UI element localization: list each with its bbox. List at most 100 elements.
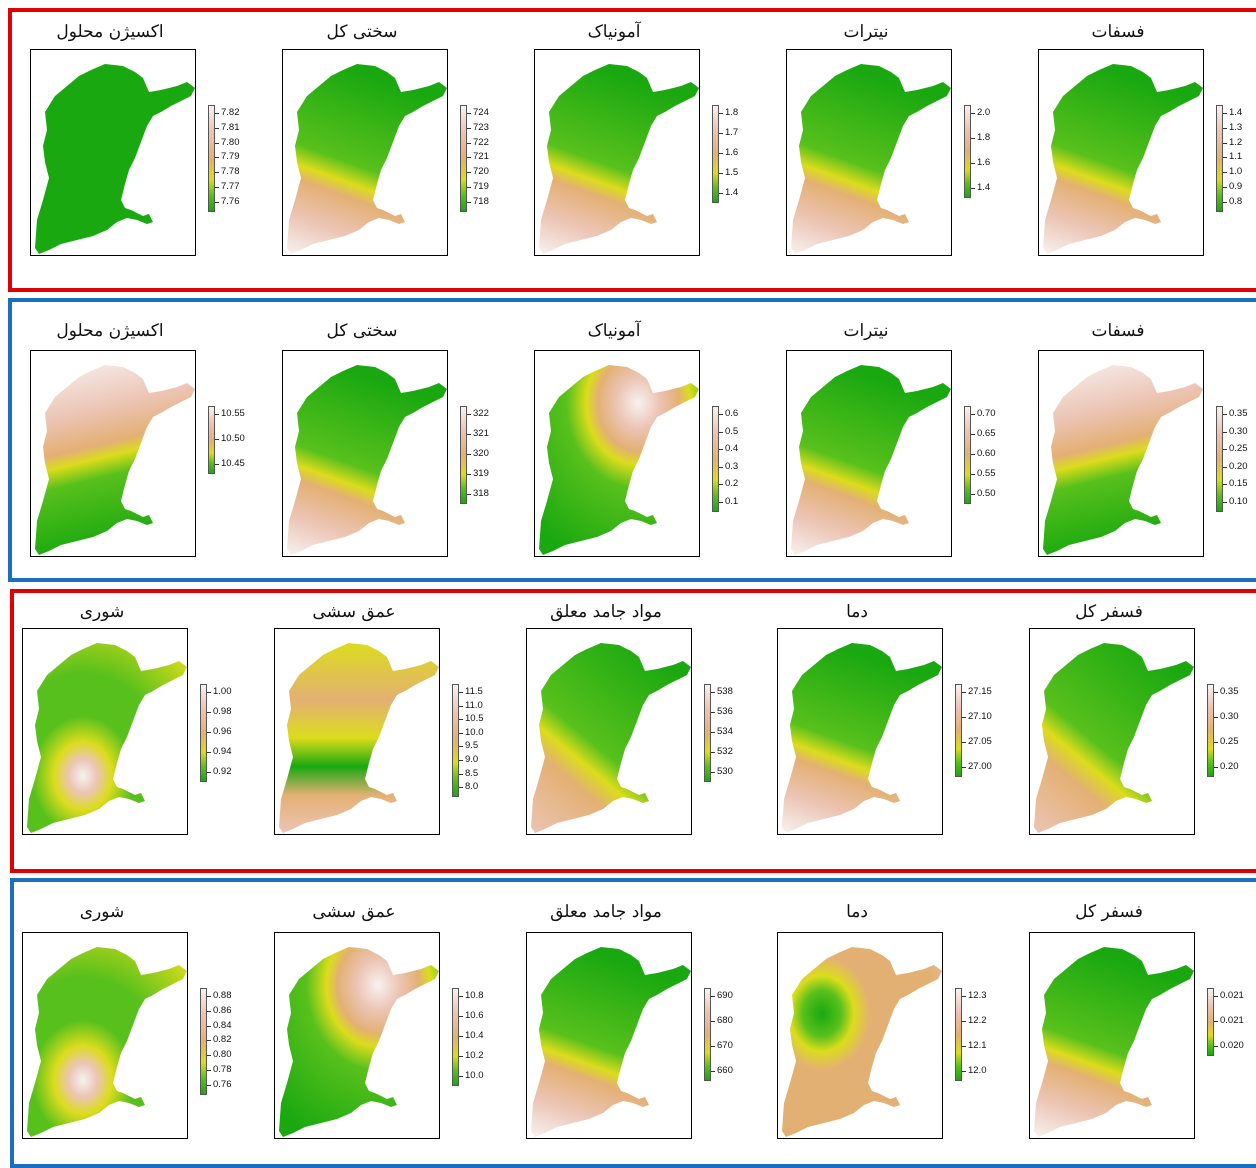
legend-tick xyxy=(467,187,471,188)
legend-tick xyxy=(1223,113,1227,114)
legend-tick xyxy=(1214,767,1218,768)
legend-tick xyxy=(711,772,715,773)
legend-tick xyxy=(711,732,715,733)
legend-tick-label: 724 xyxy=(473,107,489,118)
legend-tick-label: 536 xyxy=(717,706,733,717)
legend-tick-label: 322 xyxy=(473,408,489,419)
legend-color-bar xyxy=(1207,684,1214,777)
lake-map xyxy=(534,49,700,256)
legend-tick xyxy=(467,454,471,455)
legend-tick xyxy=(719,501,723,503)
legend-tick-label: 0.92 xyxy=(213,766,232,777)
legend-tick xyxy=(711,712,715,713)
legend-tick xyxy=(459,1036,463,1037)
legend-tick-label: 319 xyxy=(473,468,489,479)
legend-tick-label: 0.96 xyxy=(213,726,232,737)
legend-tick-label: 0.35 xyxy=(1229,408,1248,419)
legend-tick xyxy=(1223,466,1227,468)
lake-map xyxy=(786,49,952,256)
legend-tick xyxy=(207,996,211,997)
lake-map xyxy=(274,932,440,1139)
legend-tick xyxy=(207,732,211,733)
legend-tick-label: 0.60 xyxy=(977,448,996,459)
legend-tick xyxy=(215,142,219,144)
legend-tick-label: 0.4 xyxy=(725,443,739,454)
legend-tick-label: 1.8 xyxy=(977,132,991,143)
legend-tick-label: 718 xyxy=(473,195,489,207)
legend-tick-label: 10.45 xyxy=(221,458,245,469)
lake-surface xyxy=(1034,643,1194,833)
legend-tick-label: 12.2 xyxy=(968,1015,987,1026)
legend-tick xyxy=(207,1040,211,1042)
map-title: اکسیژن محلول xyxy=(56,22,164,42)
legend-tick-label: 7.80 xyxy=(221,136,240,148)
legend-tick-label: 0.55 xyxy=(977,468,996,479)
legend-tick-label: 0.65 xyxy=(977,428,996,439)
legend-tick-label: 690 xyxy=(717,990,733,1001)
legend-tick-label: 0.25 xyxy=(1229,443,1248,454)
legend-tick-label: 1.1 xyxy=(1229,151,1243,163)
legend-tick-label: 0.8 xyxy=(1229,195,1243,207)
legend-tick-label: 8.0 xyxy=(465,781,479,793)
map-title: مواد جامد معلق xyxy=(550,602,662,622)
legend-tick-label: 10.5 xyxy=(465,713,484,725)
lake-surface xyxy=(279,643,439,833)
legend-color-bar xyxy=(712,105,719,203)
legend-tick xyxy=(207,1070,211,1071)
legend-tick xyxy=(215,439,219,440)
lake-map xyxy=(526,628,692,835)
lake-surface xyxy=(531,643,691,833)
legend-color-bar xyxy=(964,105,971,198)
legend-tick-label: 0.35 xyxy=(1220,686,1239,697)
legend-tick xyxy=(962,1071,966,1072)
lake-map xyxy=(282,49,448,256)
legend-tick xyxy=(467,172,471,174)
legend-tick xyxy=(971,138,975,139)
legend-tick-label: 0.1 xyxy=(725,495,739,507)
legend-tick xyxy=(459,746,463,748)
legend-tick xyxy=(962,742,966,743)
lake-surface xyxy=(539,64,699,254)
legend-tick-label: 1.7 xyxy=(725,127,739,138)
legend-tick xyxy=(1223,127,1227,129)
map-title: فسفر کل xyxy=(1075,602,1143,622)
legend-tick xyxy=(459,719,463,721)
legend-tick-label: 722 xyxy=(473,136,489,148)
legend-tick xyxy=(207,772,211,773)
legend-tick-label: 10.4 xyxy=(465,1030,484,1041)
legend-tick xyxy=(215,414,219,415)
legend-tick xyxy=(1223,201,1227,203)
legend-tick-label: 11.5 xyxy=(465,686,483,697)
legend-color-bar xyxy=(955,988,962,1081)
legend-color-bar xyxy=(208,105,215,212)
panel-frame-1 xyxy=(8,8,1256,292)
legend-tick-label: 0.76 xyxy=(213,1078,232,1090)
legend-color-bar xyxy=(1216,406,1223,512)
legend-tick xyxy=(207,712,211,713)
legend-tick xyxy=(207,1010,211,1012)
lake-map xyxy=(274,628,440,835)
map-title: مواد جامد معلق xyxy=(550,902,662,922)
legend-tick xyxy=(1223,484,1227,485)
legend-color-bar xyxy=(955,684,962,777)
legend-tick-label: 320 xyxy=(473,448,489,459)
lake-map xyxy=(777,932,943,1139)
legend-tick xyxy=(962,717,966,718)
legend-tick xyxy=(459,705,463,707)
lake-surface xyxy=(35,365,195,555)
legend-color-bar xyxy=(200,684,207,782)
legend-tick xyxy=(719,431,723,433)
legend-tick xyxy=(215,157,219,159)
lake-surface xyxy=(287,365,447,555)
legend-tick xyxy=(971,414,975,415)
legend-tick-label: 538 xyxy=(717,686,733,697)
lake-map xyxy=(526,932,692,1139)
legend-tick-label: 10.0 xyxy=(465,726,484,738)
legend-tick-label: 532 xyxy=(717,746,733,757)
legend-tick-label: 0.021 xyxy=(1220,1015,1244,1026)
legend-tick-label: 27.05 xyxy=(968,736,992,747)
map-title: نیترات xyxy=(843,22,889,42)
legend-tick xyxy=(459,1016,463,1017)
legend-tick xyxy=(962,767,966,768)
legend-tick-label: 9.0 xyxy=(465,754,479,765)
